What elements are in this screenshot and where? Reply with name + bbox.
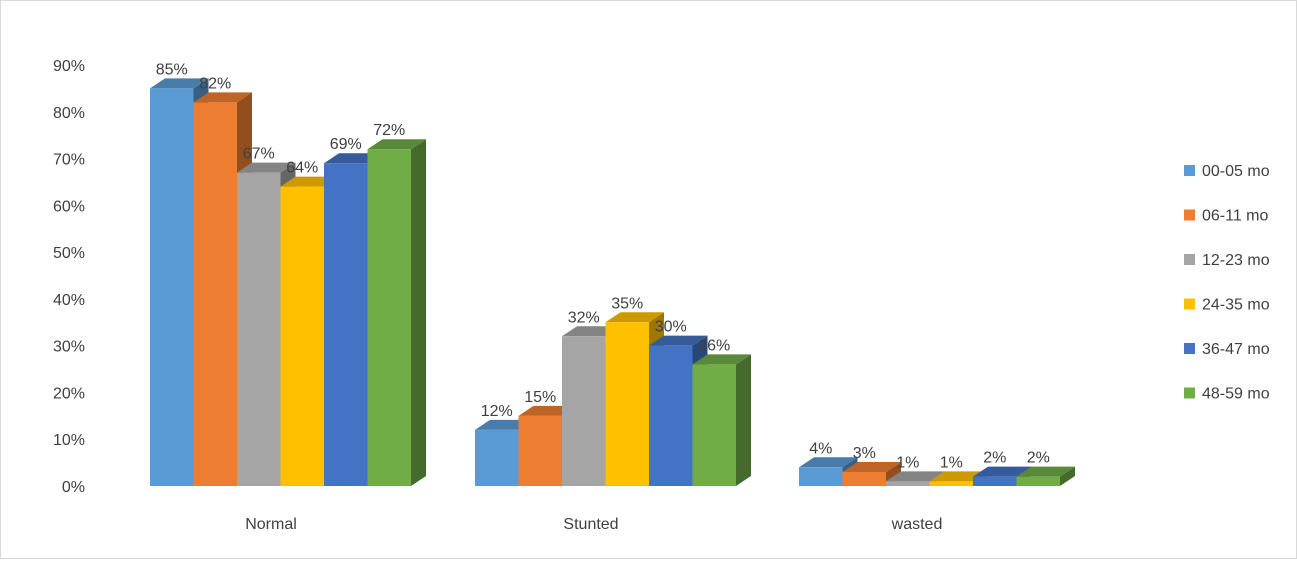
bar-top (886, 471, 945, 482)
legend-item: 36-47 mo (1184, 341, 1270, 358)
legend-label: 48-59 mo (1202, 386, 1270, 403)
bar-front (193, 102, 237, 486)
y-tick-label: 50% (53, 245, 85, 262)
bar-front (518, 415, 562, 486)
y-tick-label: 70% (53, 152, 85, 169)
bar-top (367, 139, 426, 150)
legend-label: 24-35 mo (1202, 297, 1270, 314)
bar-top (605, 312, 664, 323)
data-label: 12% (481, 403, 513, 420)
bar-side (736, 354, 751, 486)
y-tick-label: 90% (53, 58, 85, 75)
bar-48-59-mo-normal (367, 139, 426, 486)
bar-front (605, 322, 649, 486)
y-tick-label: 10% (53, 432, 85, 449)
bar-top (799, 457, 858, 468)
legend-item: 00-05 mo (1184, 163, 1270, 180)
y-tick-label: 20% (53, 385, 85, 402)
data-label: 30% (655, 319, 687, 336)
bar-front (842, 471, 886, 486)
category-label: wasted (891, 516, 943, 533)
data-label: 82% (199, 75, 231, 92)
data-label: 3% (853, 445, 876, 462)
data-label: 2% (1027, 450, 1050, 467)
y-tick-label: 40% (53, 292, 85, 309)
bar-front (1016, 476, 1060, 486)
bar-front (324, 163, 368, 486)
bar-front (799, 467, 843, 486)
bar-side (1060, 466, 1075, 486)
y-tick-label: 80% (53, 105, 85, 122)
data-label: 1% (896, 454, 919, 471)
bar-front (929, 481, 973, 486)
data-label: 4% (809, 440, 832, 457)
legend-item: 12-23 mo (1184, 252, 1270, 269)
data-label: 85% (156, 61, 188, 78)
bar-top (692, 354, 751, 365)
bar-front (886, 481, 930, 486)
bar-top (973, 466, 1032, 477)
legend-swatch (1184, 209, 1195, 221)
data-label: 35% (611, 295, 643, 312)
bar-front (150, 88, 194, 486)
legend-item: 24-35 mo (1184, 297, 1270, 314)
data-label: 2% (983, 450, 1006, 467)
data-label: 64% (286, 160, 318, 177)
data-label: 15% (524, 389, 556, 406)
bar-front (475, 429, 519, 486)
legend-label: 06-11 mo (1202, 208, 1269, 225)
y-tick-label: 30% (53, 339, 85, 356)
y-tick-label: 60% (53, 198, 85, 215)
legend-item: 48-59 mo (1184, 386, 1270, 403)
bar-top (150, 78, 209, 89)
bar-top (237, 162, 296, 173)
bar-06-11-mo-wasted (842, 461, 901, 486)
bar-top (193, 92, 252, 103)
legend-label: 36-47 mo (1202, 341, 1270, 358)
data-label: 1% (940, 454, 963, 471)
bar-top (1016, 466, 1075, 477)
y-tick-label: 0% (62, 479, 85, 496)
legend-item: 06-11 mo (1184, 208, 1269, 225)
legend-swatch (1184, 343, 1195, 354)
data-label: 67% (243, 146, 275, 163)
bar-front (562, 336, 606, 486)
bar-front (973, 476, 1017, 486)
data-label: 32% (568, 309, 600, 326)
legend-swatch (1184, 254, 1195, 265)
data-label: 69% (330, 136, 362, 153)
bar-front (237, 172, 281, 487)
bar-48-59-mo-stunted (692, 354, 751, 486)
bar-top (842, 461, 901, 472)
category-label: Stunted (563, 516, 618, 533)
data-label: 72% (373, 122, 405, 139)
data-label: 26% (698, 337, 730, 354)
legend-swatch (1184, 298, 1195, 310)
bar-front (367, 149, 411, 486)
category-label: Normal (245, 516, 297, 533)
legend-swatch (1184, 165, 1195, 176)
bar-front (280, 186, 324, 486)
legend-swatch (1184, 387, 1195, 399)
bar-top (649, 335, 708, 346)
bar-front (649, 345, 693, 486)
bar-side (411, 139, 426, 486)
legend-label: 12-23 mo (1202, 252, 1270, 269)
bar-48-59-mo-wasted (1016, 466, 1075, 486)
legend-label: 00-05 mo (1202, 163, 1270, 180)
bar-front (692, 364, 736, 486)
